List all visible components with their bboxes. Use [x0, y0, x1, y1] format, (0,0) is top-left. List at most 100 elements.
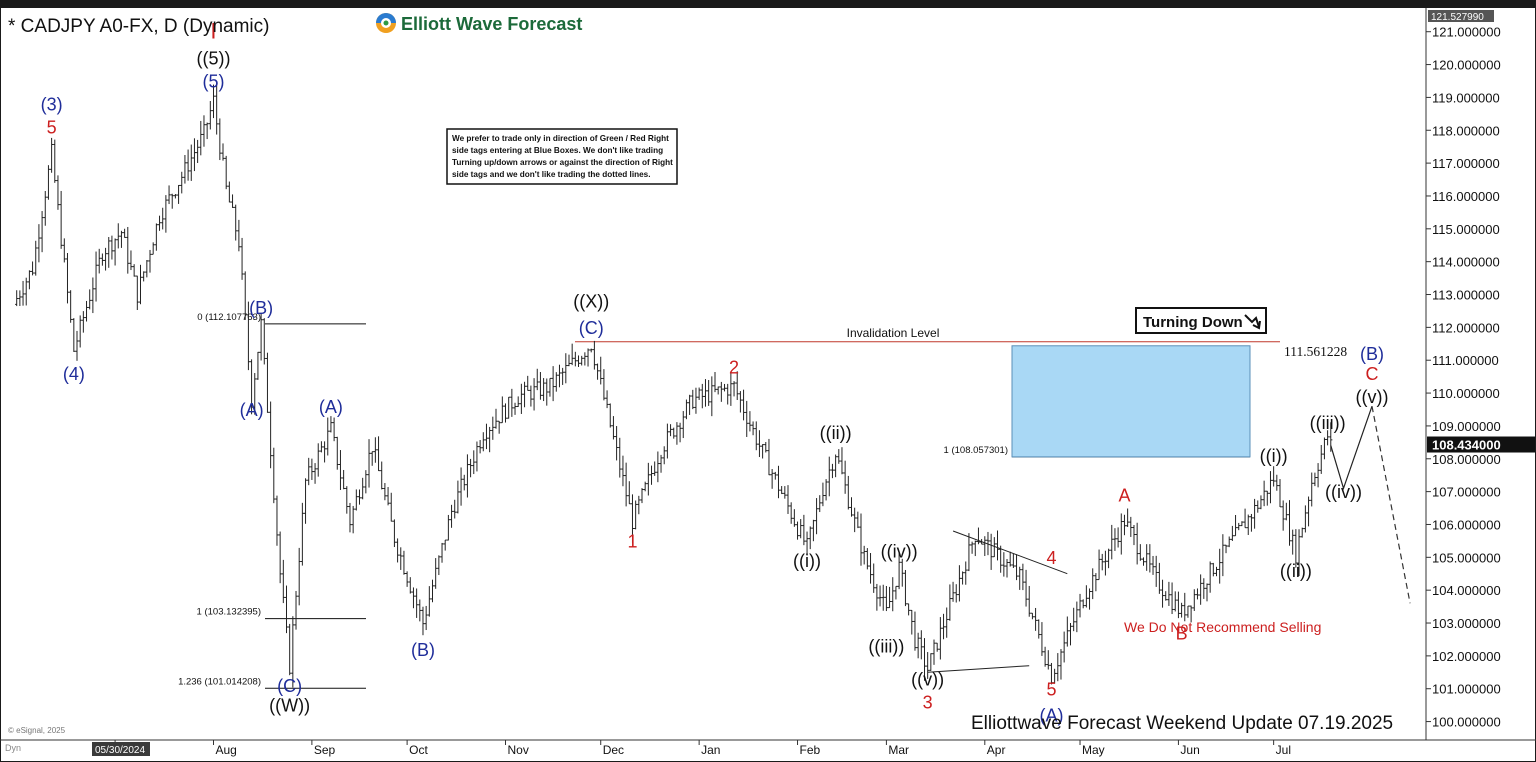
- price-bar: [284, 585, 289, 634]
- price-bar: [907, 603, 911, 616]
- price-bar: [611, 416, 616, 440]
- price-bar: [97, 248, 101, 274]
- price-bar: [475, 441, 479, 472]
- price-bar: [132, 264, 136, 277]
- price-bar: [843, 460, 847, 494]
- price-bar: [764, 441, 768, 453]
- price-bar: [335, 436, 339, 470]
- price-bar: [707, 380, 711, 406]
- price-bar: [446, 514, 450, 541]
- price-bar: [376, 436, 381, 472]
- price-bar: [234, 204, 238, 241]
- price-bar: [116, 223, 120, 249]
- price-bar: [570, 343, 574, 366]
- top-value-tag: 121.527990: [1431, 12, 1484, 23]
- price-bar: [288, 623, 292, 676]
- price-bar: [954, 584, 958, 603]
- x-tick-label: Jul: [1276, 743, 1291, 757]
- price-bar: [1221, 534, 1225, 577]
- price-bar: [221, 143, 225, 161]
- price-bar: [243, 271, 247, 320]
- price-bar: [246, 301, 251, 371]
- price-bar: [30, 261, 35, 276]
- price-bar: [548, 377, 552, 397]
- price-bar: [1227, 536, 1231, 548]
- wave-label: I: [210, 18, 216, 43]
- price-bar: [1259, 495, 1263, 510]
- wave-label: ((v)): [911, 669, 944, 689]
- price-bar: [605, 390, 609, 409]
- price-bar: [1268, 471, 1273, 504]
- price-bar: [846, 475, 850, 510]
- price-bar: [576, 355, 581, 367]
- price-bar: [1164, 591, 1168, 601]
- price-bar: [1084, 585, 1088, 608]
- price-bar: [434, 558, 438, 589]
- price-bar: [1129, 516, 1133, 537]
- price-bar: [960, 571, 965, 585]
- price-bar: [135, 275, 139, 311]
- price-bar: [123, 228, 127, 238]
- price-bar: [494, 408, 498, 429]
- price-bar: [526, 375, 530, 391]
- y-tick-label: 113.000000: [1432, 288, 1500, 303]
- price-bar: [970, 541, 974, 554]
- price-bar: [1113, 528, 1117, 551]
- price-bar: [1322, 437, 1327, 460]
- price-bar: [967, 533, 971, 572]
- price-bar: [897, 552, 901, 590]
- price-bar: [1157, 562, 1161, 594]
- y-axis: 100.000000 101.000000 102.000000 103.000000…: [1426, 10, 1535, 730]
- price-bar: [659, 454, 663, 473]
- x-tick-label: Sep: [314, 743, 336, 757]
- price-bar: [634, 500, 638, 530]
- price-bar: [646, 462, 650, 496]
- wave-label: (5): [202, 72, 224, 92]
- price-bar: [453, 499, 457, 519]
- price-bar: [567, 354, 571, 367]
- price-bar: [167, 185, 171, 205]
- price-bar: [592, 340, 596, 370]
- price-bar: [43, 191, 47, 226]
- price-bar: [808, 526, 812, 550]
- price-bar: [618, 437, 622, 478]
- price-bar: [948, 584, 952, 621]
- price-bar: [1081, 599, 1085, 609]
- price-bar: [941, 613, 946, 640]
- price-bar: [1033, 607, 1038, 631]
- price-bar: [192, 138, 197, 172]
- price-bar: [386, 487, 390, 506]
- top-value-tag-bg: [1428, 10, 1494, 22]
- price-bar: [281, 559, 285, 604]
- price-bar: [462, 474, 466, 491]
- price-bar: [929, 653, 933, 671]
- price-bar: [1151, 555, 1155, 575]
- y-tick-label: 108.000000: [1432, 452, 1501, 467]
- x-tick-label: Aug: [215, 743, 236, 757]
- price-bar: [881, 584, 885, 611]
- price-bar: [814, 498, 819, 535]
- y-tick-label: 110.000000: [1432, 386, 1500, 401]
- price-bar: [1049, 662, 1054, 685]
- price-bar: [872, 563, 876, 593]
- price-bar: [792, 509, 796, 527]
- wave-label: 5: [1046, 679, 1056, 699]
- fib-level-label: 1 (108.057301): [944, 445, 1008, 456]
- price-bar: [170, 193, 174, 209]
- price-bar: [1208, 561, 1212, 593]
- price-bar: [1002, 552, 1006, 577]
- price-bar: [586, 348, 590, 367]
- price-bar: [148, 249, 152, 273]
- price-bar: [1046, 650, 1050, 670]
- price-bar: [865, 548, 869, 570]
- price-bar: [824, 479, 828, 501]
- price-bar: [183, 155, 187, 184]
- y-tick-label: 106.000000: [1432, 517, 1501, 532]
- price-bar: [519, 383, 523, 414]
- price-bar: [884, 585, 889, 612]
- price-bar: [786, 485, 790, 514]
- price-bar: [1326, 430, 1330, 446]
- triangle-line: [952, 530, 1068, 575]
- price-bar: [186, 149, 190, 181]
